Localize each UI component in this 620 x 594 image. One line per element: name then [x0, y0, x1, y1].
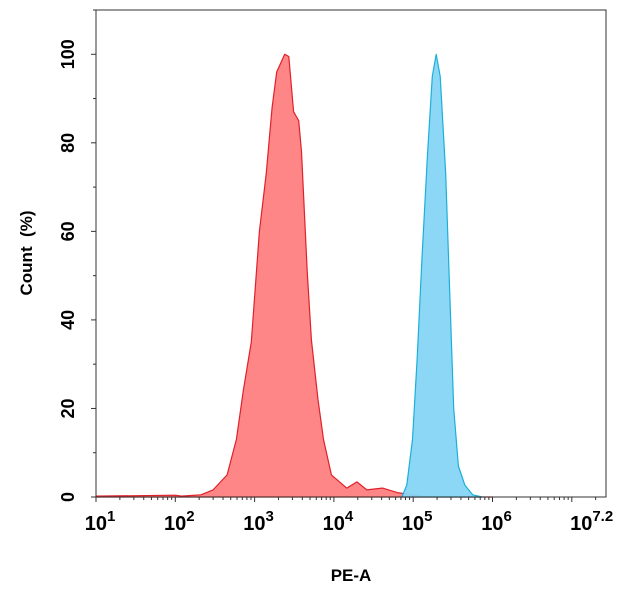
x-tick-base: 10 — [402, 513, 424, 535]
x-tick-base: 10 — [570, 513, 592, 535]
x-tick-base: 10 — [323, 513, 345, 535]
x-tick-base: 10 — [164, 513, 186, 535]
y-tick-label: 60 — [58, 221, 78, 241]
histogram-series-1 — [95, 53, 494, 498]
x-axis-label: PE-A — [331, 566, 372, 585]
y-tick-label: 20 — [58, 398, 78, 418]
x-tick-label: 107.2 — [570, 508, 613, 535]
x-tick-label: 106 — [481, 508, 512, 535]
x-tick-exponent: 6 — [503, 508, 511, 525]
x-tick-base: 10 — [85, 513, 107, 535]
y-tick-label: 40 — [58, 310, 78, 330]
y-axis-label: Count (%) — [17, 211, 36, 296]
series-layer — [95, 53, 494, 498]
x-tick-exponent: 4 — [345, 508, 354, 525]
x-tick-label: 102 — [164, 508, 195, 535]
y-tick-label: 80 — [58, 133, 78, 153]
y-tick-label: 0 — [58, 492, 78, 502]
x-tick-exponent: 7.2 — [592, 508, 613, 525]
x-tick-label: 103 — [243, 508, 274, 535]
x-tick-exponent: 3 — [266, 508, 274, 525]
x-tick-base: 10 — [481, 513, 503, 535]
plot-frame — [95, 9, 607, 498]
x-tick-exponent: 1 — [107, 508, 115, 525]
y-tick-label: 100 — [58, 39, 78, 69]
x-tick-exponent: 5 — [424, 508, 432, 525]
x-tick-label: 101 — [85, 508, 116, 535]
x-tick-base: 10 — [243, 513, 265, 535]
x-tick-exponent: 2 — [186, 508, 194, 525]
x-tick-label: 105 — [402, 508, 433, 535]
histogram-series-2 — [401, 53, 483, 498]
x-tick-label: 104 — [323, 508, 354, 535]
